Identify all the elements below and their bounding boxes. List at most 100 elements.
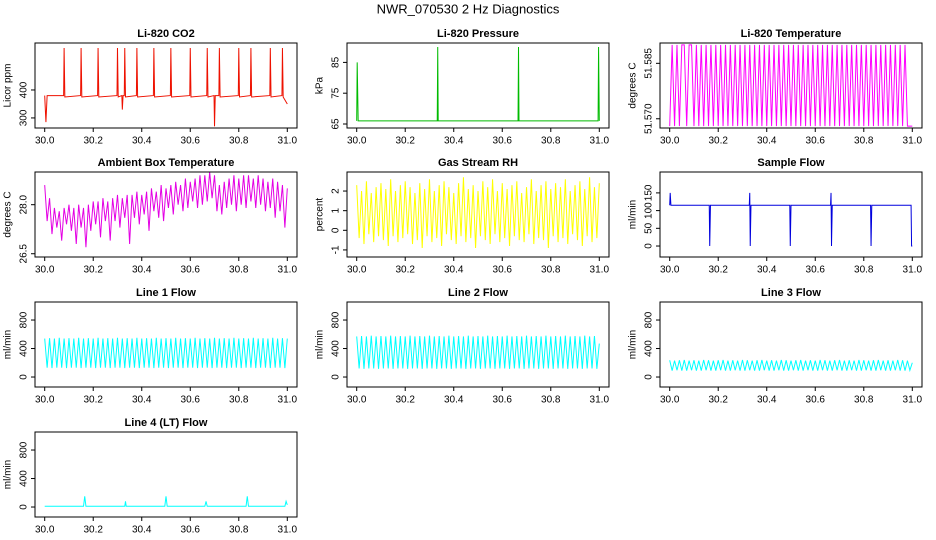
panel-title: Line 2 Flow: [448, 287, 508, 299]
panel-title: Li-820 Temperature: [741, 28, 842, 40]
x-tick-label: 30.8: [229, 395, 249, 406]
x-tick-label: 30.8: [229, 265, 249, 276]
x-tick-label: 30.2: [395, 395, 415, 406]
x-tick-label: 31.0: [278, 265, 298, 276]
x-tick-label: 30.8: [541, 136, 561, 147]
y-axis-label: degrees C: [628, 62, 639, 108]
x-tick-label: 30.6: [181, 265, 201, 276]
panel-title: Line 3 Flow: [761, 287, 821, 299]
x-tick-label: 30.2: [83, 136, 103, 147]
data-line: [669, 192, 913, 247]
panel-title: Ambient Box Temperature: [98, 157, 235, 169]
data-line: [669, 44, 913, 127]
plot-box: [346, 42, 610, 129]
y-tick-label: 26.5: [19, 244, 30, 264]
y-tick-label: 800: [644, 311, 655, 328]
x-tick-label: 30.6: [806, 265, 826, 276]
plot-box: [34, 431, 298, 518]
x-tick-label: 30.8: [541, 395, 561, 406]
x-tick-label: 30.8: [229, 525, 249, 536]
x-tick-label: 30.2: [395, 265, 415, 276]
y-tick-label: 800: [19, 311, 30, 328]
panel-title: Li-820 CO2: [137, 28, 194, 40]
x-tick-label: 30.0: [35, 395, 55, 406]
y-tick-label: 0: [19, 504, 30, 510]
y-axis-label: kPa: [315, 76, 326, 94]
y-tick-label: 400: [331, 340, 342, 357]
y-tick-label: 28.0: [19, 195, 30, 215]
x-tick-label: 31.0: [903, 136, 923, 147]
data-line: [44, 496, 288, 507]
x-tick-label: 31.0: [278, 136, 298, 147]
x-tick-label: 30.6: [493, 395, 513, 406]
x-tick-label: 30.6: [493, 265, 513, 276]
y-tick-label: 65: [331, 118, 342, 130]
x-tick-label: 30.2: [395, 136, 415, 147]
panel-title: Sample Flow: [757, 157, 825, 169]
plot-box: [346, 171, 610, 258]
x-tick-label: 30.6: [806, 136, 826, 147]
x-tick-label: 30.6: [493, 136, 513, 147]
x-tick-label: 30.8: [854, 136, 874, 147]
y-tick-label: 400: [19, 470, 30, 487]
x-tick-label: 31.0: [903, 265, 923, 276]
y-tick-label: 800: [19, 441, 30, 458]
data-line: [44, 48, 288, 127]
x-tick-label: 30.6: [181, 395, 201, 406]
x-tick-label: 30.6: [181, 136, 201, 147]
x-tick-label: 30.8: [854, 395, 874, 406]
data-line: [44, 337, 288, 369]
y-axis-label: ml/min: [3, 330, 14, 359]
y-tick-label: 51.585: [644, 48, 655, 79]
y-tick-label: 400: [644, 340, 655, 357]
y-tick-label: 0: [331, 227, 342, 233]
x-tick-label: 30.0: [347, 265, 367, 276]
x-tick-label: 30.6: [806, 395, 826, 406]
y-tick-label: 300: [19, 109, 30, 126]
y-tick-label: 85: [331, 56, 342, 68]
panel-title: Li-820 Pressure: [437, 28, 519, 40]
plot-box: [346, 301, 610, 388]
data-line: [44, 171, 288, 248]
y-axis-label: ml/min: [628, 200, 639, 229]
x-tick-label: 30.4: [132, 265, 152, 276]
plot-box: [659, 301, 923, 388]
y-tick-label: 100: [644, 202, 655, 219]
x-tick-label: 30.2: [708, 395, 728, 406]
figure-title: NWR_070530 2 Hz Diagnostics: [377, 1, 560, 16]
data-line: [356, 335, 600, 369]
y-tick-label: -1: [331, 245, 342, 254]
plot-box: [34, 301, 298, 388]
x-tick-label: 31.0: [590, 265, 610, 276]
x-tick-label: 31.0: [278, 395, 298, 406]
x-tick-label: 30.2: [708, 136, 728, 147]
x-tick-label: 30.4: [444, 136, 464, 147]
panel-title: Line 4 (LT) Flow: [125, 417, 208, 429]
x-tick-label: 30.0: [35, 136, 55, 147]
y-tick-label: 2: [331, 188, 342, 194]
x-tick-label: 30.0: [35, 525, 55, 536]
x-tick-label: 31.0: [590, 136, 610, 147]
x-tick-label: 30.6: [181, 525, 201, 536]
x-tick-label: 30.4: [444, 395, 464, 406]
x-tick-label: 30.0: [347, 395, 367, 406]
x-tick-label: 30.0: [660, 136, 680, 147]
y-axis-label: percent: [315, 198, 326, 232]
x-tick-label: 30.0: [660, 395, 680, 406]
y-tick-label: 51.570: [644, 103, 655, 134]
y-axis-label: ml/min: [3, 460, 14, 489]
y-axis-label: ml/min: [315, 330, 326, 359]
x-tick-label: 30.2: [83, 395, 103, 406]
x-tick-label: 30.0: [660, 265, 680, 276]
y-tick-label: 50: [644, 222, 655, 234]
data-line: [356, 46, 600, 122]
y-axis-label: degrees C: [3, 191, 14, 237]
y-tick-label: 0: [644, 243, 655, 249]
y-tick-label: 1: [331, 207, 342, 213]
y-tick-label: 0: [19, 374, 30, 380]
x-tick-label: 30.4: [757, 395, 777, 406]
y-tick-label: 0: [331, 374, 342, 380]
panel-title: Line 1 Flow: [136, 287, 196, 299]
panel-title: Gas Stream RH: [438, 157, 518, 169]
